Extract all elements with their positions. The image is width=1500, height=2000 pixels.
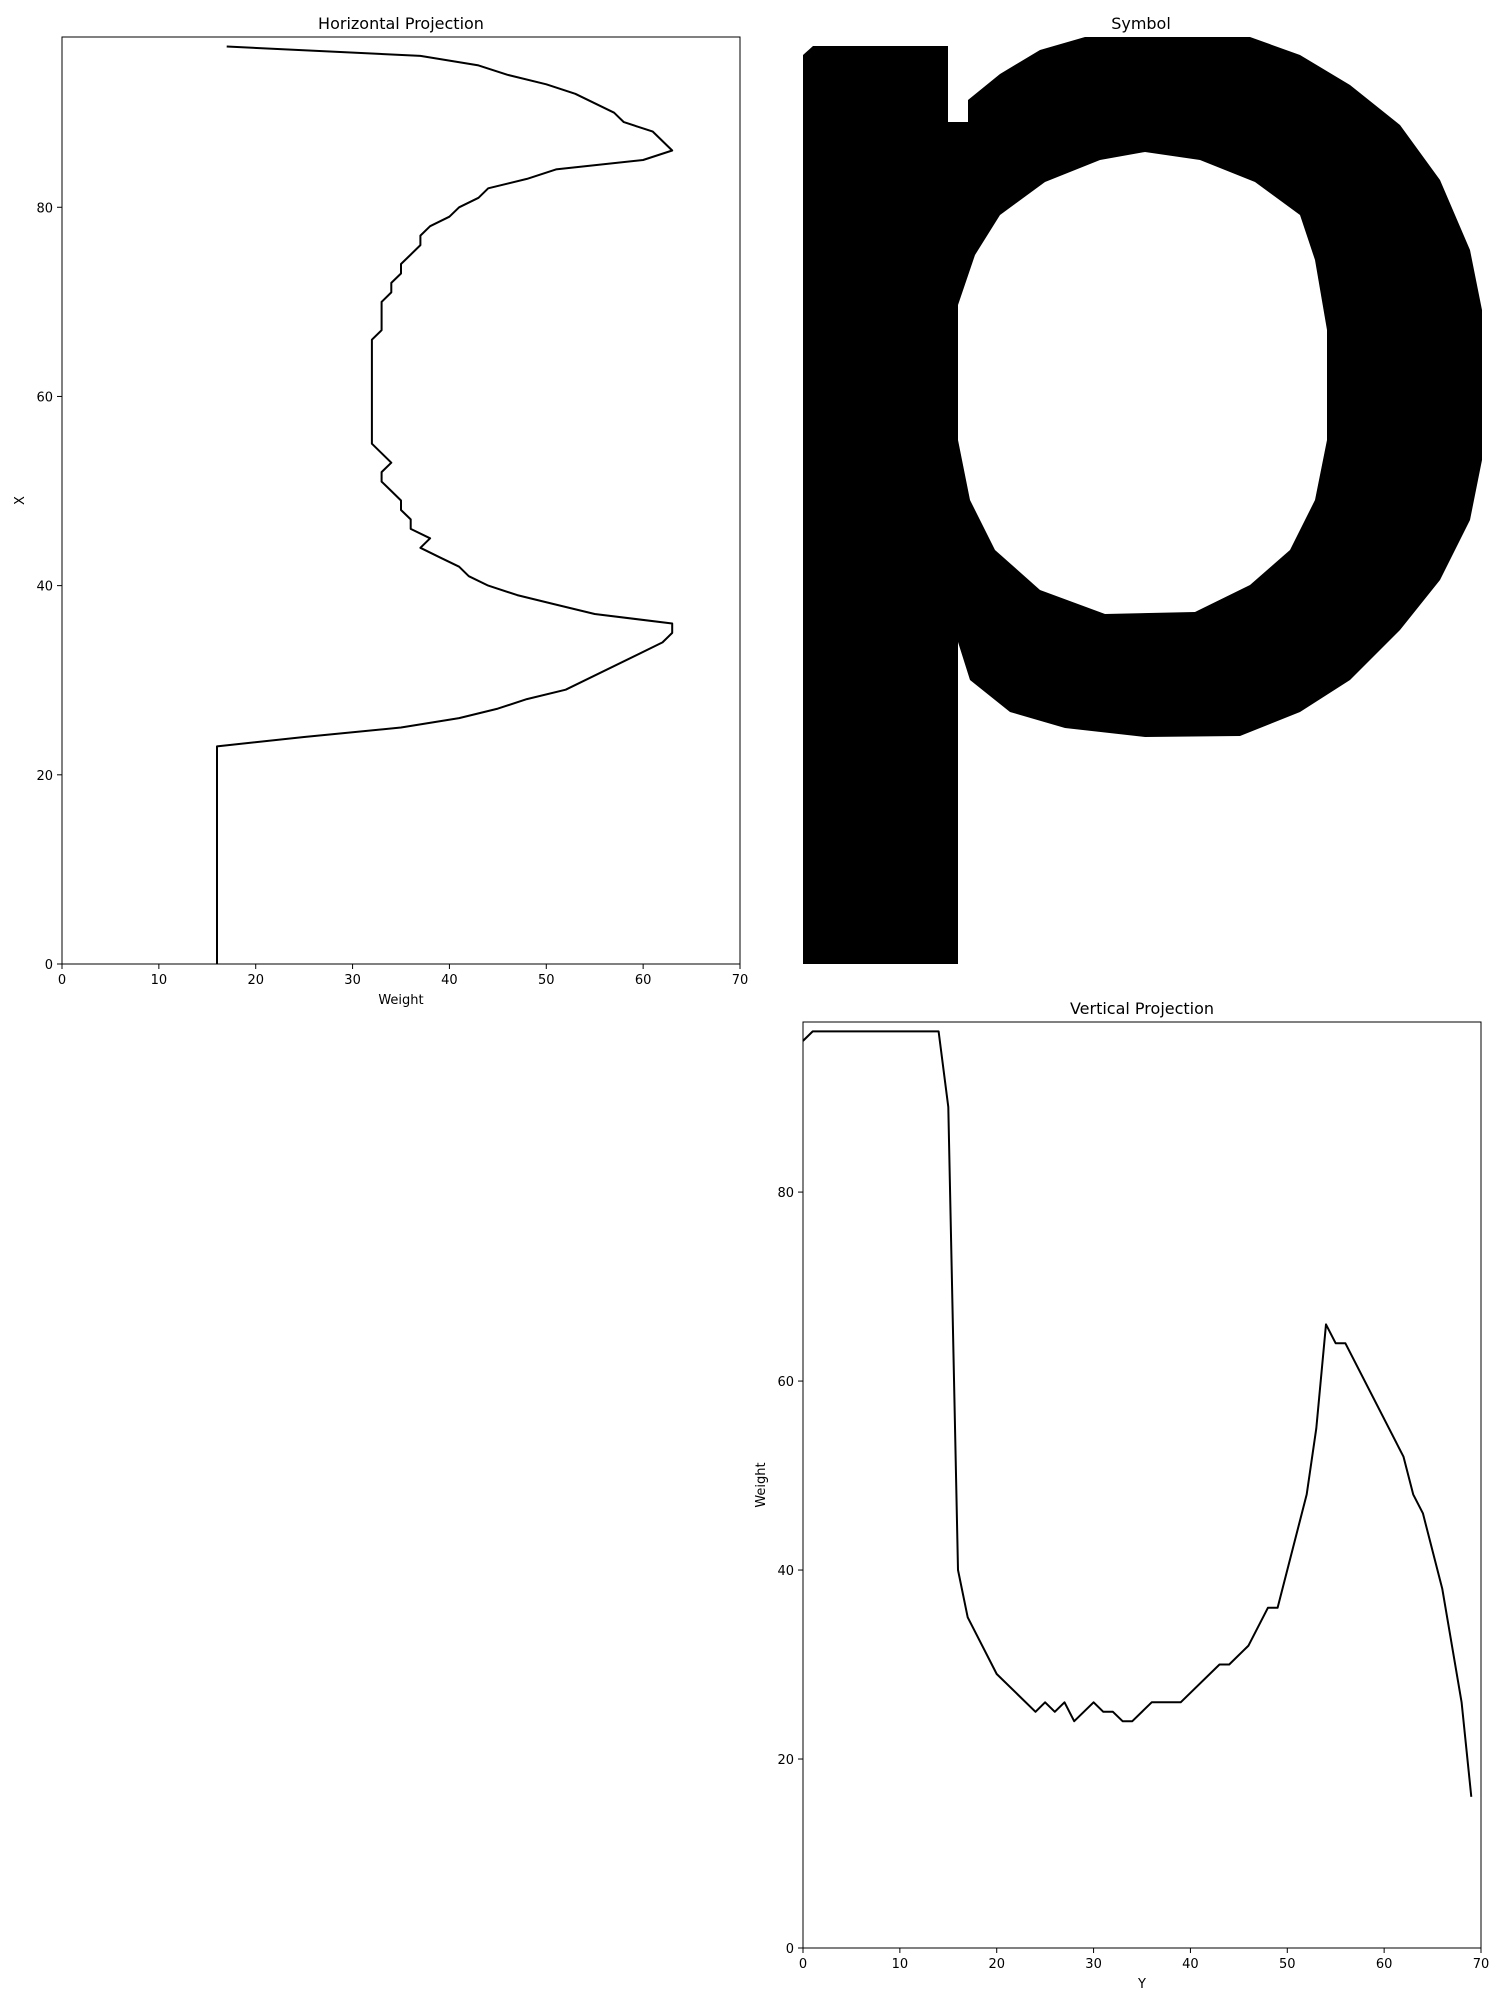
horizontal-y-tick-label: 40 — [36, 580, 53, 595]
horizontal-plot-frame — [61, 36, 741, 965]
vertical-chart-title: Vertical Projection — [1070, 999, 1214, 1018]
horizontal-x-tick-label: 10 — [151, 973, 168, 988]
horizontal-y-tick-label: 0 — [45, 958, 53, 973]
vertical-x-tick-label: 20 — [988, 1957, 1005, 1972]
horizontal-x-tick-label: 30 — [344, 973, 361, 988]
horizontal-x-tick-label: 70 — [732, 973, 749, 988]
horizontal-y-axis-label: X — [13, 496, 28, 505]
horizontal-projection-panel: Horizontal Projection 0 10 20 30 40 50 60 70 0 20 4… — [13, 14, 748, 1008]
horizontal-x-tick-label: 50 — [538, 973, 555, 988]
vertical-y-tick-label: 60 — [777, 1375, 794, 1390]
vertical-y-tick-label: 80 — [777, 1186, 794, 1201]
horizontal-y-tick-label: 60 — [36, 390, 53, 405]
vertical-x-tick-label: 40 — [1182, 1957, 1199, 1972]
vertical-x-tick-label: 60 — [1376, 1957, 1393, 1972]
vertical-x-tick-label: 50 — [1279, 1957, 1296, 1972]
vertical-y-tick-label: 20 — [777, 1753, 794, 1768]
vertical-x-tick-label: 10 — [892, 1957, 909, 1972]
symbol-glyph-counter — [958, 152, 1327, 614]
vertical-projection-line — [802, 1030, 1473, 1797]
horizontal-x-tick-label: 20 — [247, 973, 264, 988]
symbol-title: Symbol — [1111, 14, 1171, 33]
horizontal-x-tick-label: 0 — [58, 973, 66, 988]
vertical-x-tick-label: 30 — [1085, 1957, 1102, 1972]
vertical-y-tick-label: 40 — [777, 1564, 794, 1579]
horizontal-y-tick-label: 80 — [36, 201, 53, 216]
vertical-x-tick-label: 0 — [799, 1957, 807, 1972]
symbol-panel: Symbol — [803, 14, 1482, 964]
horizontal-chart-title: Horizontal Projection — [318, 14, 484, 33]
horizontal-x-tick-label: 40 — [441, 973, 458, 988]
vertical-y-tick-label: 0 — [786, 1942, 794, 1957]
vertical-plot-frame — [802, 1021, 1482, 1949]
horizontal-x-tick-label: 60 — [635, 973, 652, 988]
vertical-projection-panel: Vertical Projection 0 10 20 30 40 50 60 70 0 20 40 6… — [754, 999, 1489, 1992]
horizontal-projection-line — [216, 45, 674, 964]
vertical-x-axis-label: Y — [1137, 1977, 1146, 1992]
horizontal-x-axis-label: Weight — [378, 993, 423, 1008]
vertical-y-axis-label: Weight — [754, 1462, 769, 1507]
horizontal-y-tick-label: 20 — [36, 769, 53, 784]
vertical-x-tick-label: 70 — [1473, 1957, 1490, 1972]
